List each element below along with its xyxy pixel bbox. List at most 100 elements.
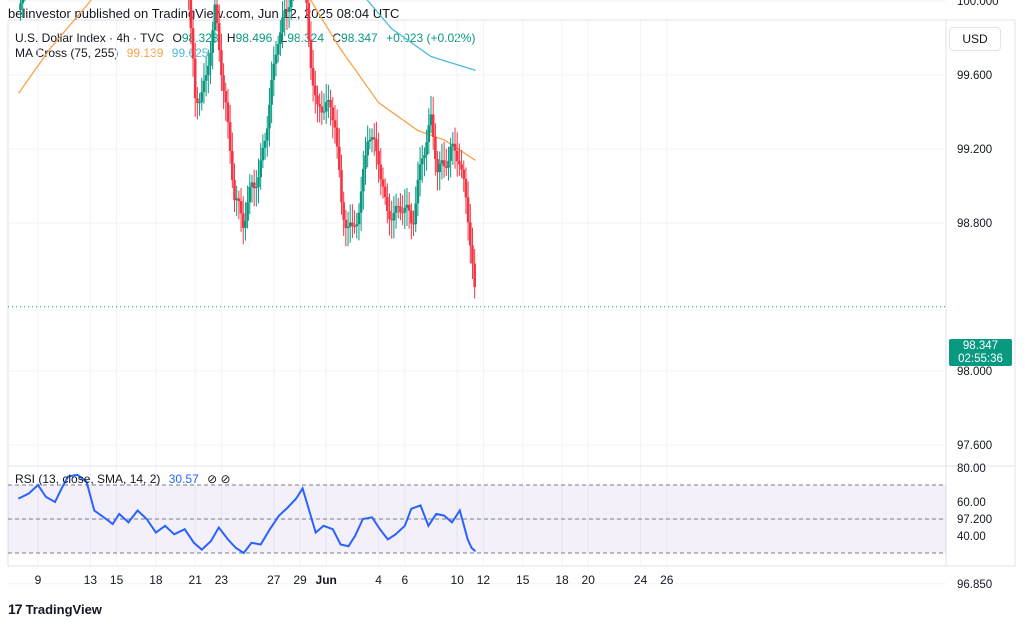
candle-body bbox=[346, 226, 350, 229]
candle-body bbox=[425, 142, 428, 156]
candle-body bbox=[420, 158, 424, 165]
candle-body bbox=[340, 170, 343, 203]
candle-body bbox=[276, 44, 280, 55]
candle-body bbox=[333, 120, 337, 128]
ma-line-slow bbox=[366, 0, 476, 72]
candle-body bbox=[287, 7, 291, 12]
candle-body bbox=[460, 164, 463, 170]
candle-body bbox=[429, 114, 433, 126]
candle-body bbox=[458, 161, 461, 165]
candle-body bbox=[444, 166, 448, 168]
brand-name: TradingView bbox=[25, 601, 102, 617]
candle-body bbox=[338, 146, 341, 171]
price-tick-label: 100.000 bbox=[957, 0, 999, 8]
candle-body bbox=[285, 10, 289, 12]
candle-body bbox=[423, 155, 426, 159]
candle-body bbox=[386, 197, 389, 211]
ma-line-fast bbox=[17, 0, 476, 161]
candle-body bbox=[217, 23, 221, 51]
time-tick-label: Jun bbox=[316, 573, 337, 587]
candle-body bbox=[311, 67, 315, 86]
candle-body bbox=[226, 102, 230, 123]
ma-legend: MA Cross (75, 255) 99.139 99.625 bbox=[15, 46, 208, 60]
time-tick-label: 24 bbox=[634, 573, 648, 587]
time-tick-label: 21 bbox=[189, 573, 203, 587]
candle-body bbox=[220, 50, 223, 76]
candle-body bbox=[392, 212, 396, 221]
candle-body bbox=[372, 137, 376, 140]
candle-body bbox=[250, 182, 254, 187]
candle-body bbox=[213, 4, 217, 31]
rsi-visibility-icons[interactable]: ⊘ ⊘ bbox=[207, 472, 231, 486]
close-label: C bbox=[332, 31, 342, 45]
candle-body bbox=[442, 160, 446, 167]
price-tick-label: 99.600 bbox=[957, 70, 992, 82]
candle-body bbox=[403, 207, 407, 213]
candle-body bbox=[344, 219, 348, 229]
candle-body bbox=[351, 222, 354, 227]
candle-body bbox=[233, 180, 236, 201]
candle-body bbox=[434, 136, 437, 160]
price-tick-label: 98.800 bbox=[957, 218, 992, 230]
rsi-label: RSI (13, close, SMA, 14, 2) bbox=[15, 472, 161, 486]
candle-body bbox=[248, 186, 252, 203]
time-tick-label: 18 bbox=[149, 573, 163, 587]
ma-label: MA Cross (75, 255) bbox=[15, 46, 119, 60]
candle-body bbox=[202, 80, 206, 93]
candle-body bbox=[231, 151, 234, 181]
chart-canvas[interactable]: 102.000101.500101.000100.500100.00099.60… bbox=[0, 0, 1025, 600]
candle-body bbox=[239, 201, 243, 214]
candle-body bbox=[193, 58, 197, 99]
high-label: H bbox=[226, 31, 236, 45]
candle-body bbox=[21, 0, 25, 4]
price-tick-label: 97.200 bbox=[957, 514, 992, 526]
candle-body bbox=[335, 127, 339, 147]
time-tick-label: 6 bbox=[401, 573, 408, 587]
candle-body bbox=[320, 106, 324, 113]
change-value: +0.023 (+0.02%) bbox=[386, 31, 476, 45]
candle-body bbox=[355, 224, 359, 227]
currency-button[interactable]: USD bbox=[949, 27, 1001, 51]
candle-body bbox=[469, 222, 472, 246]
candle-body bbox=[396, 206, 400, 208]
time-tick-label: 12 bbox=[477, 573, 491, 587]
candle-body bbox=[265, 128, 269, 141]
rsi-tick-label: 60.00 bbox=[957, 497, 986, 509]
rsi-tick-label: 40.00 bbox=[957, 531, 986, 543]
candle-body bbox=[331, 107, 335, 121]
candle-body bbox=[353, 226, 356, 228]
candle-body bbox=[348, 222, 352, 227]
candle-body bbox=[399, 206, 402, 213]
candle-body bbox=[279, 32, 282, 45]
candle-body bbox=[215, 4, 219, 24]
time-tick-label: 26 bbox=[660, 573, 674, 587]
candle-body bbox=[431, 114, 435, 137]
candle-body bbox=[412, 223, 415, 225]
open-label: O bbox=[172, 31, 182, 45]
candle-body bbox=[471, 245, 474, 264]
candle-body bbox=[473, 263, 476, 288]
ma-fast-value: 99.139 bbox=[126, 46, 164, 60]
candle-body bbox=[207, 65, 210, 76]
price-tick-label: 99.200 bbox=[957, 144, 992, 156]
candle-body bbox=[418, 164, 422, 181]
candle-body bbox=[322, 111, 326, 113]
candle-body bbox=[462, 169, 466, 179]
candle-body bbox=[318, 104, 321, 107]
candle-body bbox=[281, 17, 284, 33]
candle-body bbox=[204, 75, 208, 81]
rsi-legend: RSI (13, close, SMA, 14, 2) 30.57 ⊘ ⊘ bbox=[15, 472, 231, 486]
candle-body bbox=[244, 220, 247, 228]
candle-body bbox=[451, 143, 455, 147]
candle-body bbox=[366, 141, 369, 156]
candle-body bbox=[362, 168, 365, 192]
candle-body bbox=[375, 139, 378, 152]
time-tick-label: 29 bbox=[293, 573, 307, 587]
candle-body bbox=[209, 52, 212, 66]
symbol-name: U.S. Dollar Index · 4h · TVC bbox=[15, 31, 165, 45]
ma-slow-value: 99.625 bbox=[171, 46, 209, 60]
candle-body bbox=[237, 198, 241, 202]
bar-countdown: 02:55:36 bbox=[958, 353, 1003, 365]
candle-body bbox=[198, 102, 201, 104]
candle-body bbox=[222, 75, 225, 92]
